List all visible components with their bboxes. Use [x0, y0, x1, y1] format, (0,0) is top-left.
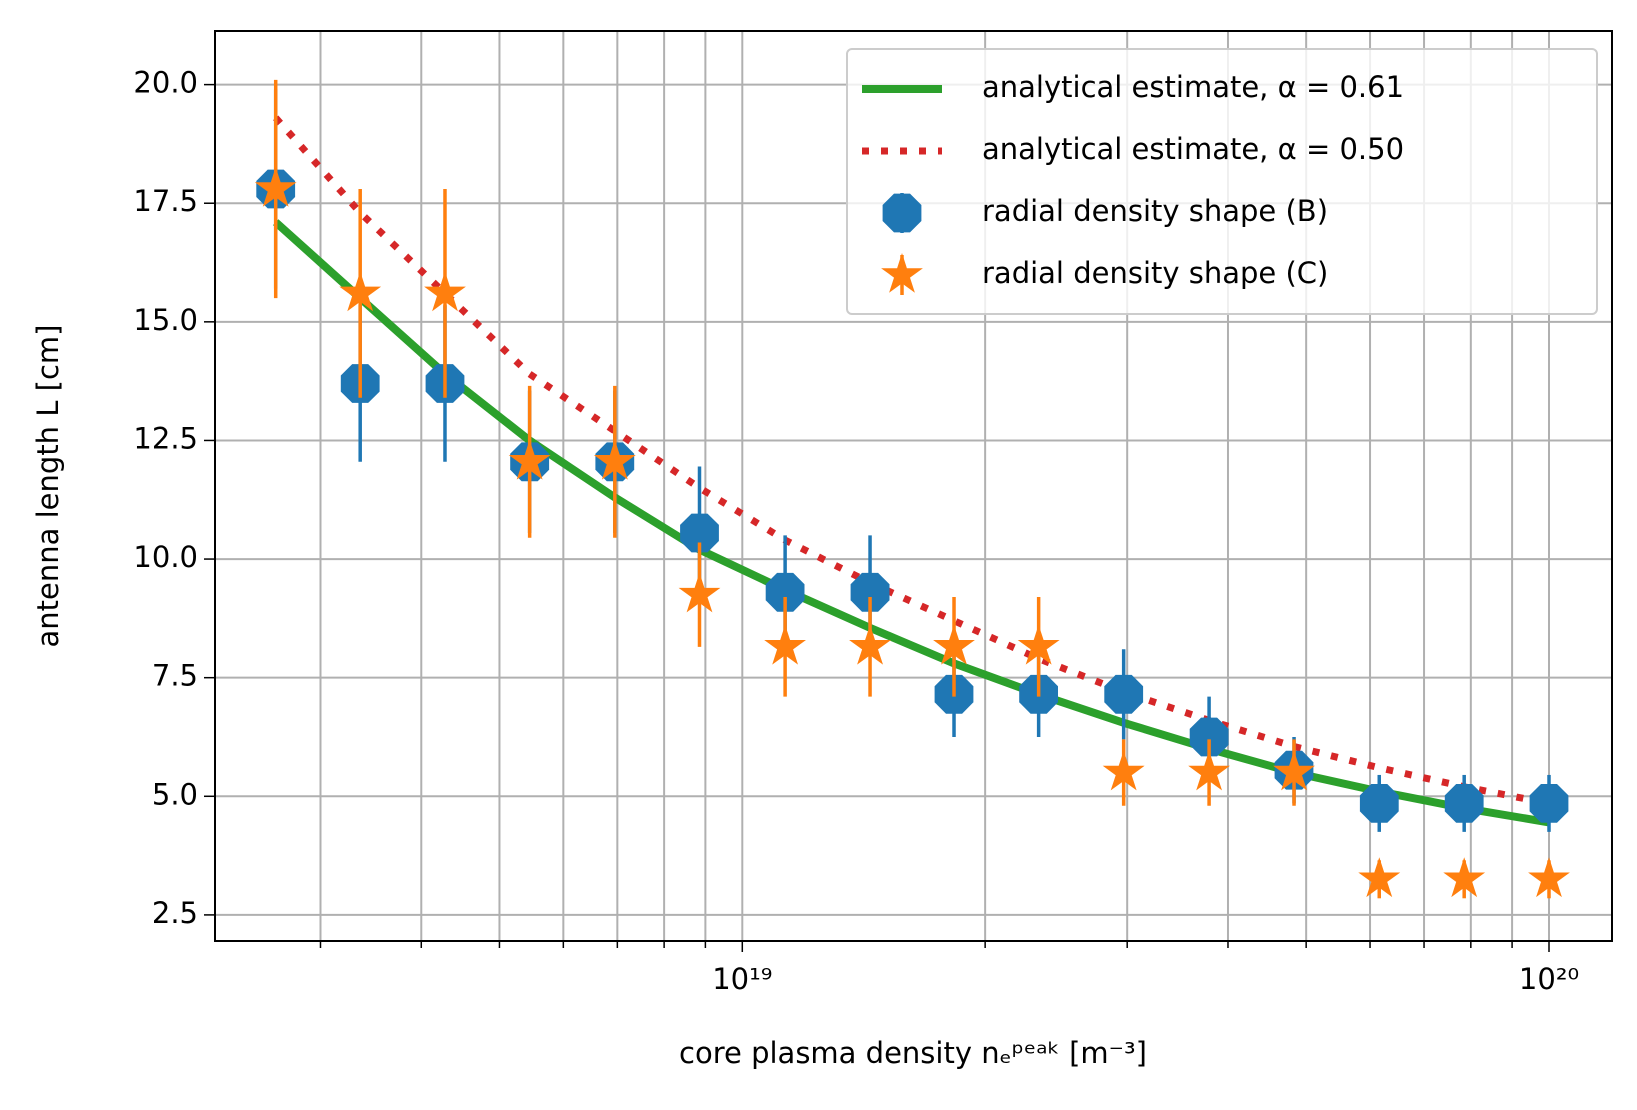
marker — [765, 572, 805, 612]
y-tick-label: 10.0 — [133, 540, 198, 574]
marker — [508, 439, 551, 480]
line — [273, 115, 1550, 807]
y-tick-label: 7.5 — [152, 659, 198, 693]
marker — [1017, 624, 1060, 665]
marker — [1189, 717, 1229, 757]
y-axis-label: antenna length L [cm] — [31, 325, 65, 648]
marker — [1102, 750, 1145, 791]
y-tick-label: 5.0 — [152, 777, 198, 811]
y-tick-label: 2.5 — [152, 896, 198, 930]
x-tick-label: 10²⁰ — [1519, 962, 1579, 996]
axes-frame — [214, 30, 1613, 942]
legend-label: radial density shape (B) — [982, 194, 1328, 228]
marker — [850, 572, 890, 612]
marker — [678, 572, 721, 613]
legend-label: analytical estimate, α = 0.50 — [982, 132, 1404, 166]
marker — [764, 624, 806, 665]
marker — [593, 439, 636, 480]
y-tick-label: 17.5 — [133, 184, 198, 218]
marker — [339, 271, 382, 312]
marker — [1528, 857, 1570, 898]
y-tick-label: 12.5 — [133, 421, 198, 455]
legend: analytical estimate, α = 0.61 analytical … — [846, 48, 1598, 315]
marker — [680, 513, 719, 553]
y-tick-label: 15.0 — [133, 303, 198, 337]
legend-marker — [881, 253, 923, 293]
plot-area — [254, 79, 1570, 899]
marker — [254, 167, 297, 207]
marker — [1359, 784, 1399, 823]
legend-label: analytical estimate, α = 0.61 — [982, 70, 1404, 104]
marker — [933, 624, 975, 665]
line — [273, 219, 1550, 827]
marker — [1529, 784, 1569, 823]
marker — [849, 624, 891, 665]
legend-marker — [882, 193, 922, 233]
marker — [1188, 750, 1230, 791]
marker — [1444, 784, 1484, 823]
legend-box — [846, 48, 1598, 315]
x-axis-label: core plasma density nₑᵖᵉᵃᵏ [m⁻³] — [679, 1036, 1147, 1070]
marker — [1358, 857, 1401, 898]
marker — [424, 271, 466, 312]
y-tick-label: 20.0 — [133, 66, 198, 100]
x-tick-label: 10¹⁹ — [712, 962, 772, 996]
marker — [1273, 750, 1315, 791]
marker — [1104, 674, 1144, 714]
marker — [1443, 857, 1486, 898]
legend-label: radial density shape (C) — [982, 256, 1328, 290]
